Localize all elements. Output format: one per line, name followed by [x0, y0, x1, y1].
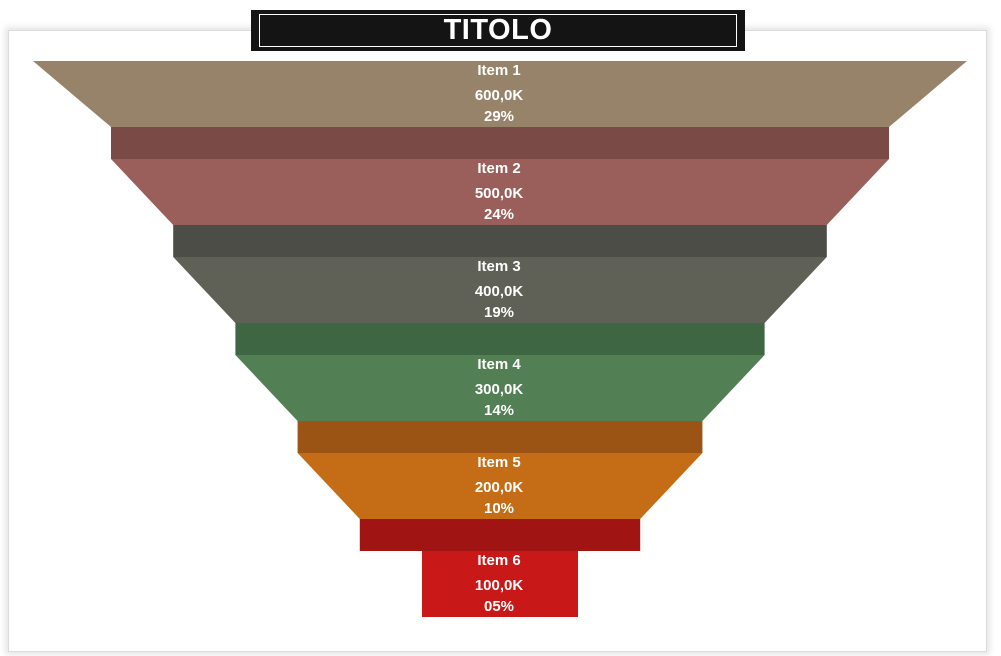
- segment-label-3: Item 3: [477, 258, 520, 275]
- chart-title: TITOLO: [259, 14, 737, 47]
- segment-label-2: Item 2: [477, 160, 520, 177]
- segment-percent-6: 05%: [484, 598, 514, 615]
- segment-value-5: 200,0K: [475, 479, 524, 496]
- segment-value-3: 400,0K: [475, 283, 524, 300]
- segment-value-2: 500,0K: [475, 185, 524, 202]
- funnel-segment-3: [173, 257, 827, 323]
- title-banner: TITOLO: [251, 10, 745, 51]
- funnel-marks: Item 1 600,0K 29% Item 2 500,0K 24% Item 3 400,…: [33, 61, 967, 617]
- funnel-band-2: [173, 225, 827, 257]
- segment-label-5: Item 5: [477, 454, 520, 471]
- funnel-segment-6: [422, 551, 578, 617]
- funnel-segment-1: [33, 61, 967, 127]
- funnel-segment-5: [297, 453, 703, 519]
- funnel-band-3: [235, 323, 765, 355]
- segment-label-1: Item 1: [477, 62, 520, 79]
- segment-label-4: Item 4: [477, 356, 521, 373]
- funnel-segment-4: [235, 355, 765, 421]
- funnel-band-5: [359, 519, 641, 551]
- segment-value-6: 100,0K: [475, 577, 524, 594]
- segment-label-6: Item 6: [477, 552, 520, 569]
- funnel-segment-2: [111, 159, 889, 225]
- segment-value-4: 300,0K: [475, 381, 524, 398]
- segment-percent-2: 24%: [484, 206, 514, 223]
- funnel-band-1: [111, 127, 889, 159]
- segment-percent-1: 29%: [484, 108, 514, 125]
- segment-percent-5: 10%: [484, 500, 514, 517]
- funnel-band-4: [297, 421, 703, 453]
- segment-percent-3: 19%: [484, 304, 514, 321]
- segment-value-1: 600,0K: [475, 87, 524, 104]
- segment-percent-4: 14%: [484, 402, 514, 419]
